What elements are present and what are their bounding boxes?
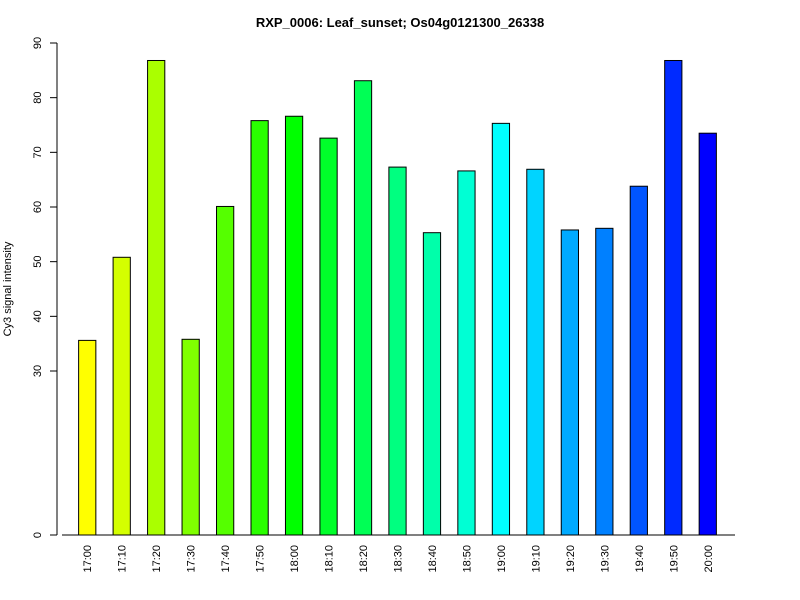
y-tick-label: 40 [32,310,44,322]
bar [457,170,476,536]
bar [147,59,166,536]
x-tick-label: 18:10 [324,545,336,573]
y-tick-label: 70 [32,146,44,158]
x-tick-label: 17:50 [255,545,267,573]
y-tick-label: 90 [32,37,44,49]
bar [181,338,200,536]
bar [112,256,131,536]
x-tick-label: 17:00 [82,545,94,573]
y-tick-label: 30 [32,365,44,377]
x-tick-label: 20:00 [703,545,715,573]
x-tick-label: 19:10 [530,545,542,573]
y-axis: 0 30 40 50 60 70 80 90 [32,37,58,538]
bar [422,232,442,536]
bar [284,115,304,536]
bar [353,80,373,536]
bar [664,59,683,536]
x-tick-label: 18:40 [427,545,439,573]
y-tick-label: 0 [32,532,44,538]
x-tick-label: 18:20 [358,545,370,573]
y-tick-label: 60 [32,201,44,213]
x-axis: 17:00 17:10 17:20 17:30 17:40 17:50 18:00 18:10… [62,534,735,573]
bar [250,120,269,536]
bar [560,229,579,536]
x-tick-label: 17:10 [117,545,129,573]
x-tick-label: 18:30 [393,545,405,573]
x-tick-label: 19:20 [565,545,577,573]
x-tick-label: 17:40 [220,545,232,573]
bars-group [78,59,717,536]
x-tick-label: 17:20 [151,545,163,573]
y-axis-label: Cy3 signal intensity [2,241,14,336]
bar [78,339,97,536]
x-tick-label: 19:40 [634,545,646,573]
y-tick-label: 80 [32,92,44,104]
x-tick-label: 18:00 [289,545,301,573]
bar [698,132,717,536]
x-tick-label: 19:30 [599,545,611,573]
x-tick-label: 19:00 [496,545,508,573]
x-tick-label: 19:50 [668,545,680,573]
bar [319,137,338,536]
bar [595,227,614,536]
bar [491,122,511,536]
bar [216,205,235,536]
bar [629,185,648,536]
bar [388,166,407,536]
bar [526,168,545,536]
y-tick-label: 50 [32,256,44,268]
x-tick-label: 17:30 [186,545,198,573]
chart-title: RXP_0006: Leaf_sunset; Os04g0121300_2633… [256,15,544,30]
x-tick-label: 18:50 [461,545,473,573]
